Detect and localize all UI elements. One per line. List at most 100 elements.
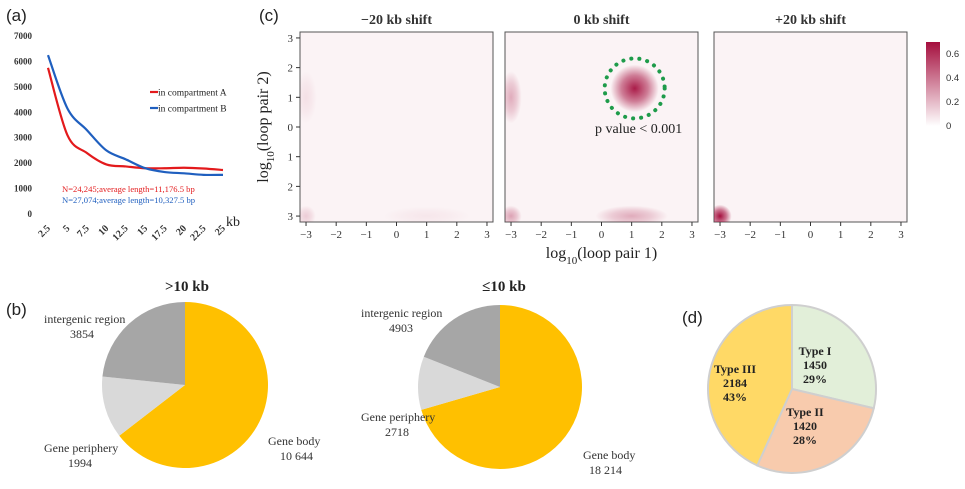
x-tick-label: 0 [394,229,400,241]
pie-title: >10 kb [165,279,209,295]
x-tick-label: 22.5 [188,223,208,243]
colorbar-tick-label: 0.2 [946,97,959,108]
x-tick-label: 2.5 [36,223,53,240]
facet-panel [504,31,699,223]
x-tick-label: 0 [808,229,814,241]
y-tick-label: 0 [28,209,33,219]
x-tick-label: 2 [454,229,460,241]
panel-label-b: (b) [6,300,27,319]
x-tick-label: 15 [135,223,150,238]
colorbar-tick-label: 0.4 [946,73,959,84]
pie-slice-gene-periphery [418,356,500,410]
slice-label: Gene periphery [44,441,118,455]
x-tick-label: −1 [565,229,577,241]
heatmap-hotspot [595,205,668,222]
x-tick-label: 3 [898,229,904,241]
x-tick-label: 7.5 [75,223,92,240]
series-line-a [46,67,224,172]
y-tick-label: 2 [288,181,294,193]
pie-slice-intergenic [102,302,185,385]
slice-value: 18 214 [589,463,622,477]
x-tick-label: −3 [300,229,312,241]
slice-count: 1420 [793,419,817,433]
panel-label-c: (c) [259,6,279,25]
y-tick-label: 0 [288,122,294,134]
heatmap-hotspot [505,205,522,222]
significance-circle [602,56,667,121]
x-tick-label: 1 [424,229,430,241]
facet-title: 0 kb shift [573,13,629,28]
y-tick-label: 7000 [14,31,33,41]
x-tick-label: 10 [96,223,111,238]
legend-label: in compartment A [158,89,227,99]
annotation-text: N=27,074;average length=10,327.5 bp [62,195,195,205]
slice-label: Type I [799,344,832,358]
pie-title: ≤10 kb [482,279,526,295]
facet-title: −20 kb shift [361,13,432,28]
pie-slice-gene-body [119,302,268,468]
heatmap-hotspot [300,71,317,124]
heatmap-hotspot [383,206,471,222]
slice-label: intergenic region [44,312,125,326]
heatmap-hotspot [505,71,522,124]
x-axis-label: log10(loop pair 1) [546,245,657,267]
y-tick-label: 1 [288,152,294,164]
y-tick-label: 1 [288,92,294,104]
colorbar-tick-label: 0 [946,121,951,132]
slice-value: 1994 [68,456,92,470]
slice-value: 10 644 [280,449,313,463]
annotation-text: N=24,245;average length=11,176.5 bp [62,184,195,194]
y-tick-label: 4000 [14,107,33,117]
slice-value: 4903 [389,321,413,335]
x-tick-label: −2 [744,229,756,241]
x-tick-label: 3 [689,229,695,241]
x-axis-label: kb [226,215,240,230]
slice-value: 2718 [385,425,409,439]
x-tick-label: 2 [868,229,874,241]
y-tick-label: 3000 [14,133,33,143]
y-axis-label: log10(loop pair 2) [255,71,277,182]
x-tick-label: 3 [484,229,490,241]
slice-label: Type III [714,362,756,376]
x-tick-label: 12.5 [111,223,131,243]
x-tick-label: −1 [774,229,786,241]
x-tick-label: −2 [330,229,342,241]
x-tick-label: 5 [61,223,72,234]
x-tick-label: 17.5 [149,223,169,243]
y-tick-label: 6000 [14,56,33,66]
y-tick-label: 3 [288,211,294,223]
colorbar-tick-label: 0.6 [946,49,959,60]
pie-slice-type-ii [755,387,875,474]
heatmap-hotspot [714,204,732,222]
x-tick-label: 0 [599,229,605,241]
panel-label-d: (d) [682,308,703,327]
series-line-b [46,54,224,177]
slice-value: 3854 [70,327,94,341]
y-tick-label: 1000 [14,184,33,194]
slice-label: Gene body [268,434,320,448]
pie-slice-gene-body [421,305,582,469]
facet-title: +20 kb shift [775,13,846,28]
slice-percent: 43% [723,390,747,404]
y-tick-label: 2 [288,63,294,75]
heatmap-hotspot [610,64,659,113]
pie-slice-gene-periphery [102,376,185,436]
slice-label: Gene periphery [361,410,435,424]
x-tick-label: −3 [714,229,726,241]
heatmap-blobs [505,64,668,222]
heatmap-blobs [714,204,732,222]
x-tick-label: 1 [629,229,635,241]
slice-count: 1450 [803,358,827,372]
slice-percent: 29% [803,372,827,386]
slice-label: intergenic region [361,306,442,320]
y-tick-label: 5000 [14,82,33,92]
facet-panel [299,31,494,223]
line-chart-length-distribution: 0 1000 2000 3000 4000 5000 6000 7000 2.5 5 7.5 10 12… [14,31,240,243]
slice-label: Gene body [583,448,635,462]
heatmap-loop-pair-panels: −20 kb shift −3 −2 −1 0 1 2 3 3 2 1 0 1 2 3 0 kb shift −… [255,13,959,267]
x-tick-label: −1 [360,229,372,241]
x-tick-label: −2 [535,229,547,241]
